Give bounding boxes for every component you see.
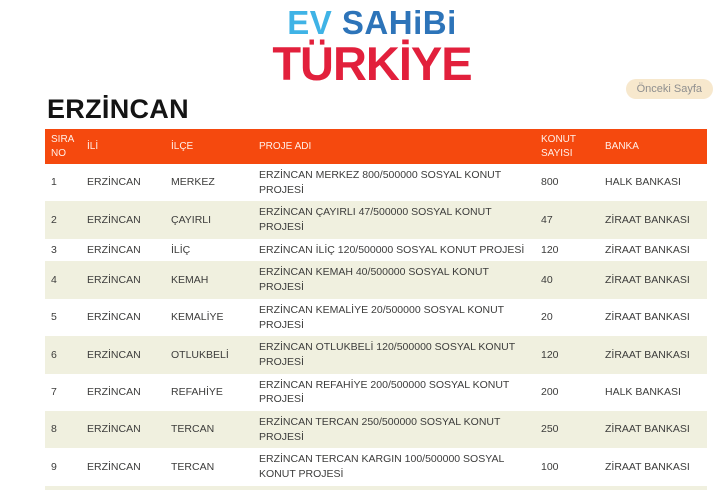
cell-proje-adi: ERZİNCAN OTLUKBELİ 120/500000 SOSYAL KON… xyxy=(259,341,515,368)
cell-banka: ZİRAAT BANKASI xyxy=(605,311,690,324)
cell-banka: HALK BANKASI xyxy=(605,385,681,398)
cell-banka: ZİRAAT BANKASI xyxy=(605,273,690,286)
cell-sira-no: 2 xyxy=(51,213,57,226)
cell-konut-sayisi: 800 xyxy=(541,176,559,189)
cell-konut-sayisi: 250 xyxy=(541,423,559,436)
table-row: 3 ERZİNCAN İLİÇ ERZİNCAN İLİÇ 120/500000… xyxy=(45,238,707,262)
cell-sira-no: 10 xyxy=(45,486,81,490)
cell-ilce: TERCAN xyxy=(171,423,215,436)
cell-ilce: OTLUKBELİ xyxy=(171,348,229,361)
table-row: 5 ERZİNCAN KEMALİYE ERZİNCAN KEMALİYE 20… xyxy=(45,298,707,337)
cell-konut-sayisi: 100 xyxy=(541,460,559,473)
column-header-konut-sayisi: KONUT SAYISI xyxy=(535,129,599,164)
cell-ilce: KEMAH xyxy=(171,273,209,286)
cell-konut-sayisi: 63 xyxy=(535,486,599,490)
cell-banka: ZİRAAT BANKASI xyxy=(605,243,690,256)
column-header-proje-adi: PROJE ADI xyxy=(253,129,535,164)
cell-banka: ZİRAAT BANKASI xyxy=(605,348,690,361)
table-header-row: SIRA NO İLİ İLÇE PROJE ADI KONUT SAYISI … xyxy=(45,129,707,164)
cell-konut-sayisi: 47 xyxy=(541,213,553,226)
table-row: 9 ERZİNCAN TERCAN ERZİNCAN TERCAN KARGIN… xyxy=(45,448,707,486)
cell-il: ERZİNCAN xyxy=(87,213,141,226)
cell-proje-adi: ERZİNCAN REFAHİYE 200/500000 SOSYAL KONU… xyxy=(259,378,510,406)
cell-il: ERZİNCAN xyxy=(87,460,141,473)
table-row: 8 ERZİNCAN TERCAN ERZİNCAN TERCAN 250/50… xyxy=(45,410,707,449)
cell-il: ERZİNCAN xyxy=(87,311,141,324)
cell-ilce: TERCAN xyxy=(171,460,215,473)
cell-sira-no: 4 xyxy=(51,273,57,286)
cell-il: ERZİNCAN xyxy=(87,273,141,286)
table-row: 2 ERZİNCAN ÇAYIRLI ERZİNCAN ÇAYIRLI 47/5… xyxy=(45,201,707,239)
cell-sira-no: 8 xyxy=(51,423,57,436)
cell-proje-adi: ERZİNCAN TERCAN KARGIN 100/500000 SOSYAL… xyxy=(259,453,504,480)
cell-ilce: TERCAN xyxy=(165,486,253,490)
table-row: 7 ERZİNCAN REFAHİYE ERZİNCAN REFAHİYE 20… xyxy=(45,373,707,411)
cell-sira-no: 6 xyxy=(51,348,57,361)
page-title: ERZİNCAN xyxy=(47,94,189,124)
cell-sira-no: 3 xyxy=(51,243,57,256)
cell-ilce: ÇAYIRLI xyxy=(171,213,212,226)
cell-banka: ZİRAAT BANKASI xyxy=(599,486,707,490)
cell-konut-sayisi: 20 xyxy=(541,311,553,324)
ev-sahibi-turkiye-logo: EV SAHiBi TÜRKİYE xyxy=(12,0,720,87)
cell-proje-adi: ERZİNCAN MERKEZ 800/500000 SOSYAL KONUT … xyxy=(259,169,501,196)
cell-proje-adi: ERZİNCAN KEMAH 40/500000 SOSYAL KONUT PR… xyxy=(259,266,489,294)
column-header-sira-no: SIRA NO xyxy=(45,129,81,164)
table-row: 6 ERZİNCAN OTLUKBELİ ERZİNCAN OTLUKBELİ … xyxy=(45,336,707,374)
cell-konut-sayisi: 40 xyxy=(541,273,553,286)
cell-proje-adi: ERZİNCAN KEMALİYE 20/500000 SOSYAL KONUT… xyxy=(259,303,504,331)
cell-il: ERZİNCAN xyxy=(87,423,141,436)
column-header-ilce: İLÇE xyxy=(165,129,253,164)
logo-line-2: TÜRKİYE xyxy=(272,37,472,90)
cell-ilce: KEMALİYE xyxy=(171,311,224,324)
table-row: 1 ERZİNCAN MERKEZ ERZİNCAN MERKEZ 800/50… xyxy=(45,164,707,202)
cell-sira-no: 7 xyxy=(51,385,57,398)
cell-proje-adi: ERZİNCAN TERCAN 250/500000 SOSYAL KONUT … xyxy=(259,415,501,443)
cell-sira-no: 5 xyxy=(51,311,57,324)
cell-proje-adi: ERZİNCAN ÇAYIRLI 47/500000 SOSYAL KONUT … xyxy=(259,206,492,234)
cell-sira-no: 1 xyxy=(51,176,57,189)
table-row: 10 ERZİNCAN TERCAN ERZİNCAN TERCAN MERCA… xyxy=(45,485,707,490)
cell-ilce: İLİÇ xyxy=(171,243,191,256)
site-header: EV SAHiBi TÜRKİYE Önceki Sayfa xyxy=(0,0,720,99)
logo-word-sahibi: SAHiBi xyxy=(341,4,457,41)
cell-il: ERZİNCAN xyxy=(87,176,141,189)
cell-il: ERZİNCAN xyxy=(87,385,141,398)
cell-konut-sayisi: 120 xyxy=(541,348,559,361)
cell-sira-no: 9 xyxy=(51,460,57,473)
cell-konut-sayisi: 120 xyxy=(541,243,559,256)
housing-projects-table: SIRA NO İLİ İLÇE PROJE ADI KONUT SAYISI … xyxy=(45,129,707,490)
table-row: 4 ERZİNCAN KEMAH ERZİNCAN KEMAH 40/50000… xyxy=(45,261,707,299)
cell-proje-adi: ERZİNCAN İLİÇ 120/500000 SOSYAL KONUT PR… xyxy=(259,243,525,256)
cell-banka: ZİRAAT BANKASI xyxy=(605,460,690,473)
previous-page-button[interactable]: Önceki Sayfa xyxy=(625,79,713,99)
cell-banka: HALK BANKASI xyxy=(605,176,681,189)
cell-banka: ZİRAAT BANKASI xyxy=(605,213,690,226)
cell-proje-adi: ERZİNCAN TERCAN MERCAN 63/500000 SOSYAL … xyxy=(253,486,535,490)
cell-il: ERZİNCAN xyxy=(87,348,141,361)
cell-konut-sayisi: 200 xyxy=(541,385,559,398)
logo-line-1: EV SAHiBi xyxy=(12,6,720,39)
column-header-ili: İLİ xyxy=(81,129,165,164)
cell-banka: ZİRAAT BANKASI xyxy=(605,423,690,436)
cell-ilce: REFAHİYE xyxy=(171,385,223,398)
cell-il: ERZİNCAN xyxy=(87,243,141,256)
cell-ilce: MERKEZ xyxy=(171,176,215,189)
column-header-banka: BANKA xyxy=(599,129,707,164)
logo-word-ev: EV xyxy=(287,4,333,41)
cell-il: ERZİNCAN xyxy=(81,486,165,490)
